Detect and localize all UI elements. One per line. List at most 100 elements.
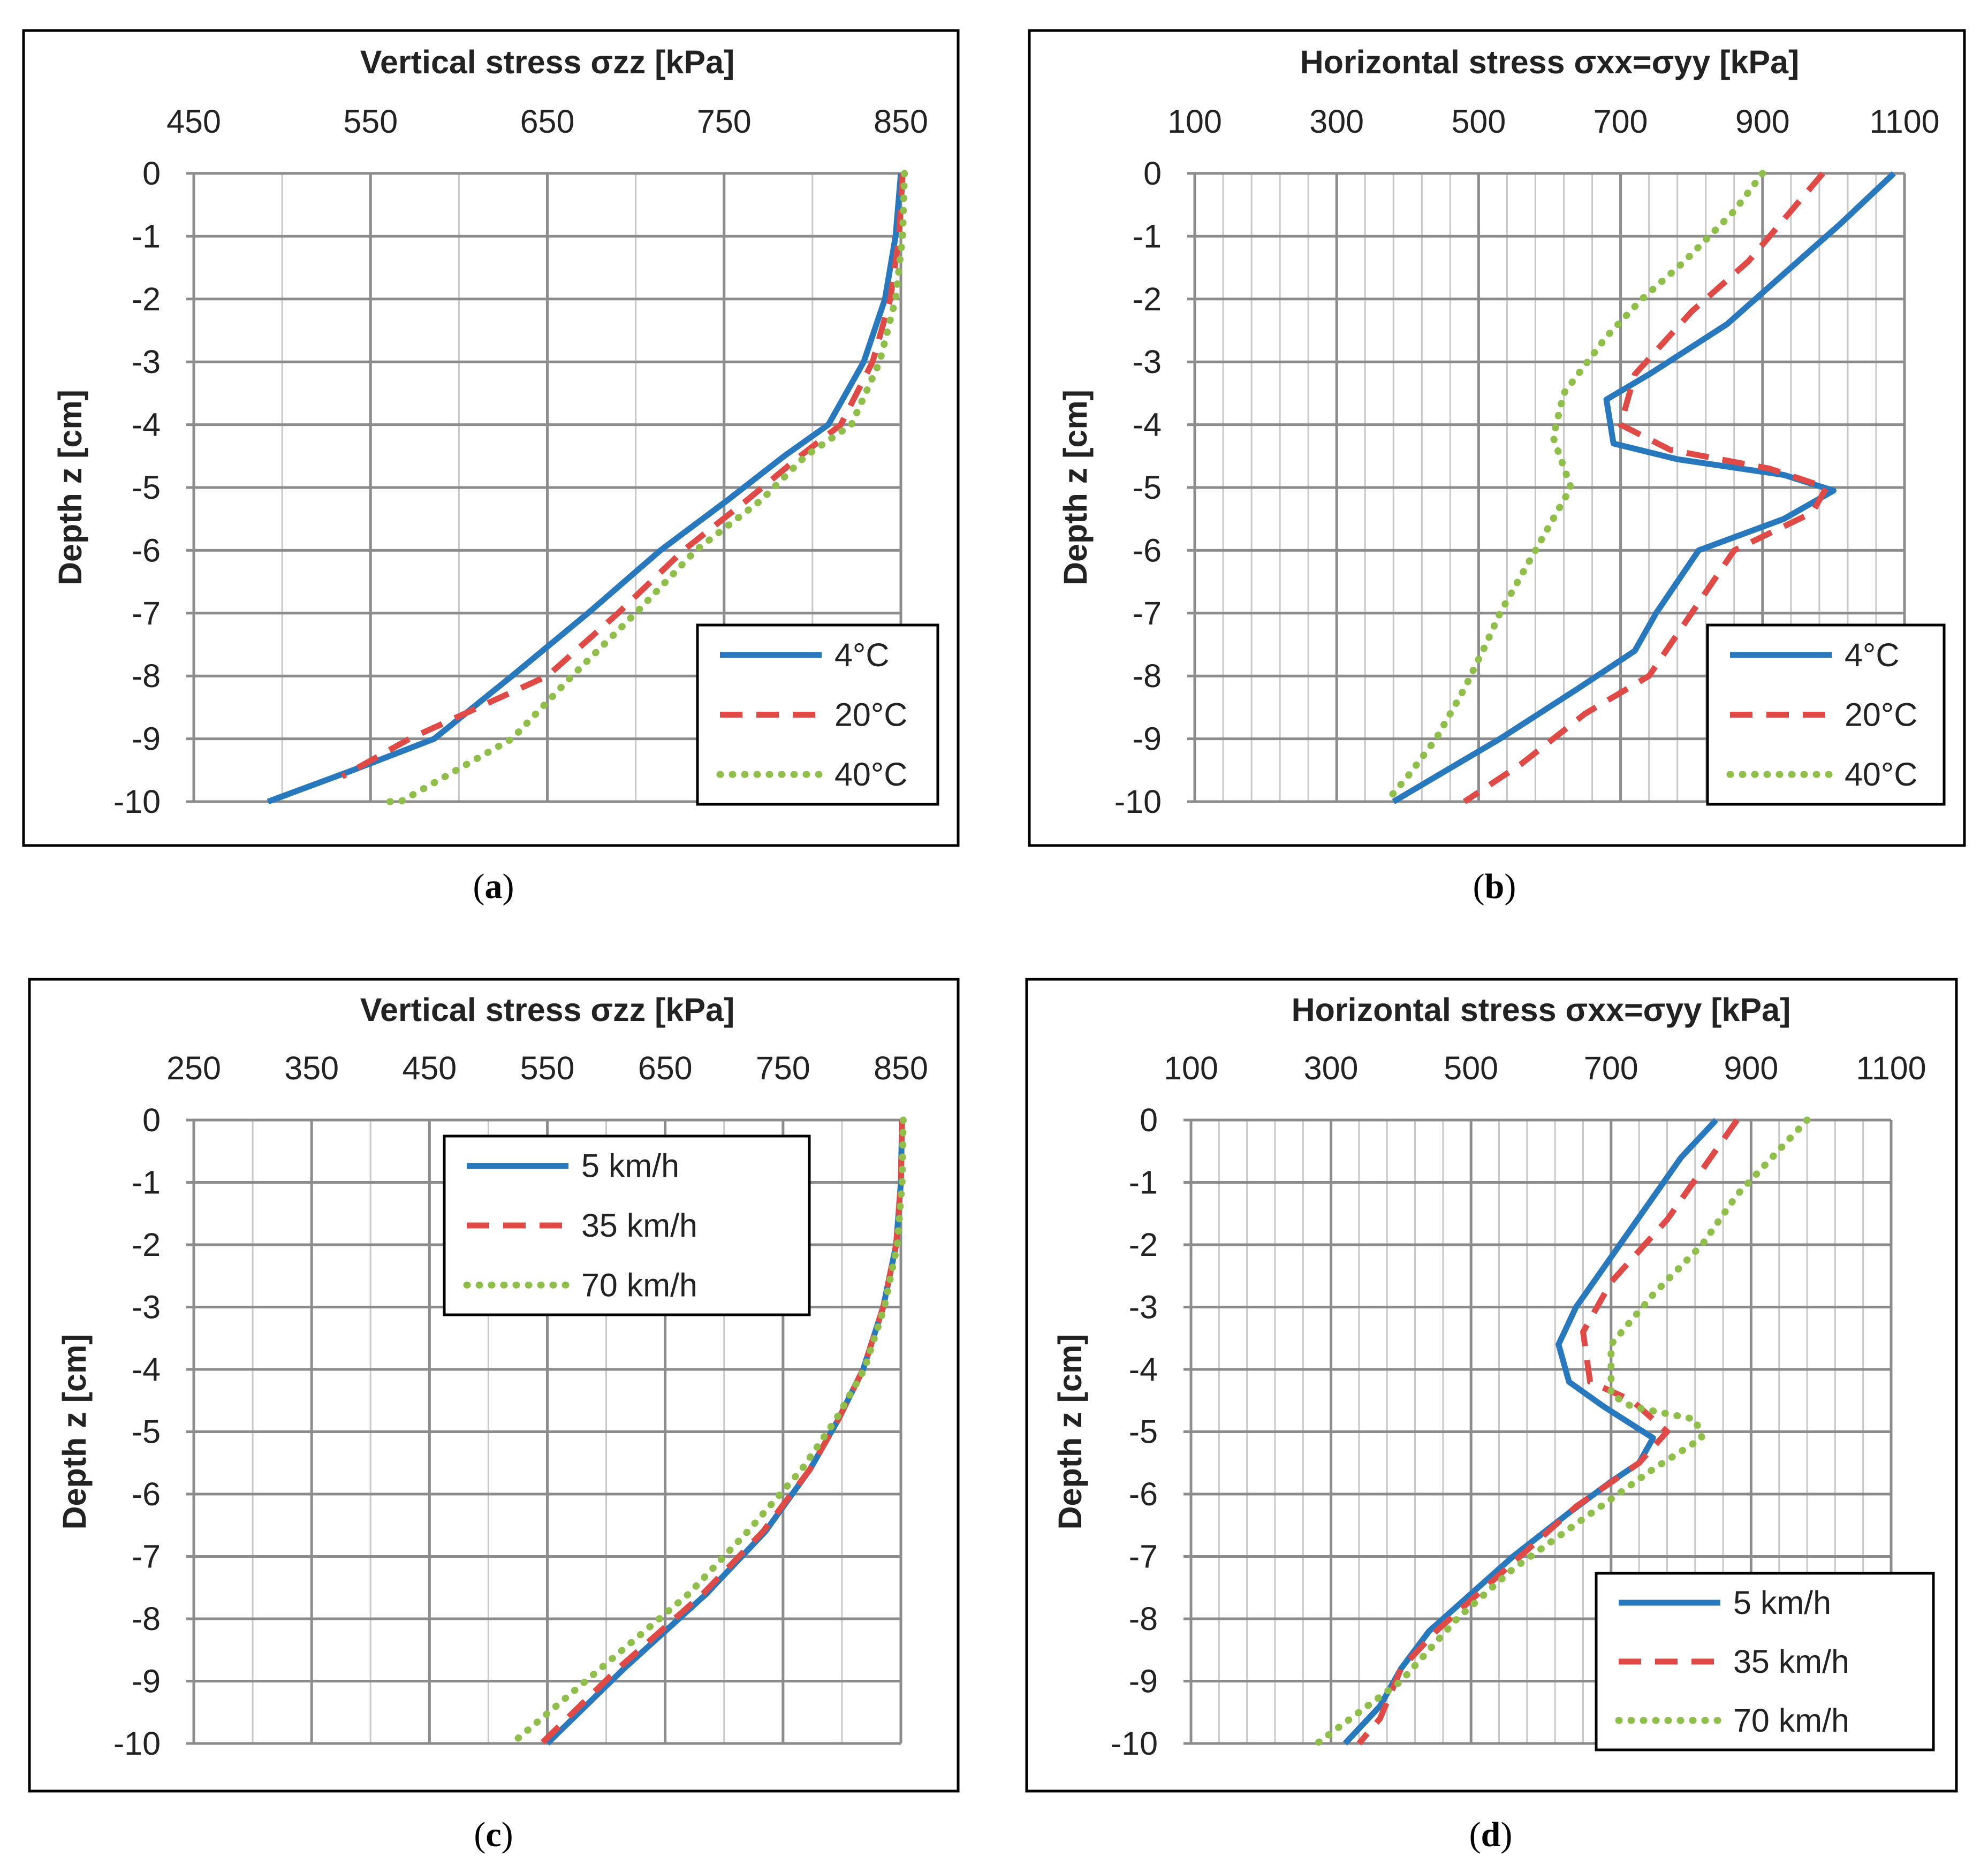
y-tick-label: -6 — [132, 1476, 161, 1512]
series-line — [340, 173, 906, 779]
panel-a: Vertical stress σzz [kPa] 450 550 650 750 850… — [22, 29, 960, 906]
y-tick-label: -4 — [1129, 1351, 1158, 1388]
y-tick-label: 0 — [142, 1102, 161, 1138]
x-tick-label: 750 — [756, 1050, 810, 1086]
y-tick-label: -10 — [1111, 1725, 1158, 1762]
y-axis-label: Depth z [cm] — [1057, 390, 1094, 585]
x-tick-label: 900 — [1724, 1050, 1779, 1086]
y-tick-label: -8 — [132, 1601, 161, 1637]
chart-title: Vertical stress σzz [kPa] — [360, 44, 735, 80]
series-line — [1383, 170, 1766, 805]
legend-label: 5 km/h — [581, 1148, 679, 1184]
y-tick-label: -10 — [113, 783, 161, 820]
series-line — [1356, 1118, 1740, 1746]
y-tick-label: -2 — [1129, 1227, 1158, 1263]
panel-caption: (c) — [474, 1815, 513, 1854]
y-tick-label: -2 — [1133, 281, 1162, 317]
y-tick-label: -3 — [1129, 1289, 1158, 1326]
series-line — [1462, 171, 1830, 804]
chart-title: Horizontal stress σxx=σyy [kPa] — [1292, 992, 1791, 1028]
legend-label: 35 km/h — [581, 1207, 697, 1244]
y-tick-label: -10 — [113, 1725, 161, 1762]
y-tick-label: -1 — [1129, 1164, 1158, 1201]
y-tick-label: -6 — [132, 532, 161, 568]
panel-c: Vertical stress σzz [kPa] 250 350 450 550 650… — [28, 978, 960, 1854]
y-tick-label: -2 — [132, 281, 161, 317]
x-tick-label: 750 — [697, 103, 752, 140]
y-tick-label: -7 — [132, 595, 161, 631]
y-tick-label: -5 — [1133, 469, 1162, 506]
legend: 5 km/h 35 km/h 70 km/h — [443, 1134, 811, 1316]
y-tick-label: -1 — [1133, 218, 1162, 254]
x-tick-label: 1100 — [1869, 103, 1939, 140]
legend-label: 5 km/h — [1733, 1585, 1831, 1621]
chart-title: Vertical stress σzz [kPa] — [360, 992, 735, 1028]
y-tick-label: -5 — [132, 469, 161, 506]
y-axis-label: Depth z [cm] — [52, 390, 88, 585]
x-tick-label: 850 — [874, 1050, 928, 1086]
series-line — [509, 1116, 907, 1747]
y-tick-label: -9 — [1129, 1663, 1158, 1700]
x-tick-label: 450 — [166, 103, 221, 140]
y-tick-label: -3 — [1133, 344, 1162, 380]
x-tick-label: 650 — [520, 103, 575, 140]
y-tick-label: -8 — [132, 658, 161, 694]
y-tick-label: -1 — [132, 1164, 161, 1201]
chart-title: Horizontal stress σxx=σyy [kPa] — [1300, 44, 1800, 80]
y-tick-label: 0 — [142, 155, 161, 192]
series-line — [1313, 1116, 1811, 1747]
legend-label: 40°C — [1845, 756, 1917, 793]
legend-label: 20°C — [1845, 697, 1917, 733]
x-tick-label: 450 — [402, 1050, 457, 1086]
x-tick-label: 1100 — [1856, 1050, 1926, 1086]
y-tick-label: -4 — [132, 1351, 161, 1388]
y-tick-label: -7 — [132, 1539, 161, 1575]
y-tick-label: -7 — [1133, 595, 1162, 631]
y-tick-label: -1 — [132, 218, 161, 254]
legend-label: 40°C — [834, 756, 907, 793]
x-tick-label: 900 — [1735, 103, 1790, 140]
x-tick-label: 300 — [1309, 103, 1364, 140]
x-tick-label: 500 — [1444, 1050, 1498, 1086]
legend-label: 70 km/h — [1733, 1702, 1849, 1739]
y-tick-label: -5 — [1129, 1414, 1158, 1450]
x-tick-label: 350 — [284, 1050, 339, 1086]
y-tick-label: -4 — [132, 407, 161, 443]
x-tick-label: 100 — [1167, 103, 1222, 140]
legend: 5 km/h 35 km/h 70 km/h — [1595, 1572, 1935, 1751]
legend-label: 20°C — [834, 697, 907, 733]
panel-caption: (a) — [473, 867, 514, 906]
y-axis-label: Depth z [cm] — [1052, 1334, 1088, 1530]
x-tick-label: 550 — [343, 103, 398, 140]
x-tick-label: 500 — [1452, 103, 1506, 140]
series-line — [377, 170, 908, 805]
y-tick-label: -6 — [1133, 532, 1162, 568]
legend-label: 35 km/h — [1733, 1643, 1849, 1680]
x-tick-label: 700 — [1594, 103, 1648, 140]
legend-label: 70 km/h — [581, 1267, 697, 1303]
panel-b: Horizontal stress σxx=σyy [kPa] 100 300 500… — [1028, 29, 1966, 906]
y-tick-label: -3 — [132, 1289, 161, 1326]
y-tick-label: -7 — [1129, 1539, 1158, 1575]
x-tick-label: 850 — [874, 103, 928, 140]
x-tick-label: 550 — [520, 1050, 575, 1086]
legend-label: 4°C — [834, 637, 889, 673]
y-tick-label: -4 — [1133, 407, 1162, 443]
y-tick-label: 0 — [1140, 1102, 1158, 1138]
panel-d: Horizontal stress σxx=σyy [kPa] 100 300 500… — [1025, 978, 1958, 1854]
y-tick-label: -10 — [1114, 783, 1162, 820]
y-tick-label: -9 — [1133, 721, 1162, 757]
legend: 4°C 20°C 40°C — [1706, 623, 1946, 806]
panel-caption: (d) — [1469, 1815, 1513, 1854]
major-gridlines — [186, 172, 902, 803]
series-line — [1342, 1118, 1719, 1746]
x-tick-label: 650 — [638, 1050, 693, 1086]
y-tick-label: -5 — [132, 1414, 161, 1450]
x-tick-label: 100 — [1164, 1050, 1218, 1086]
y-tick-label: -8 — [1133, 658, 1162, 694]
y-tick-label: -6 — [1129, 1476, 1158, 1512]
y-tick-label: 0 — [1143, 155, 1162, 192]
legend-label: 4°C — [1845, 637, 1899, 673]
y-tick-label: -2 — [132, 1227, 161, 1263]
